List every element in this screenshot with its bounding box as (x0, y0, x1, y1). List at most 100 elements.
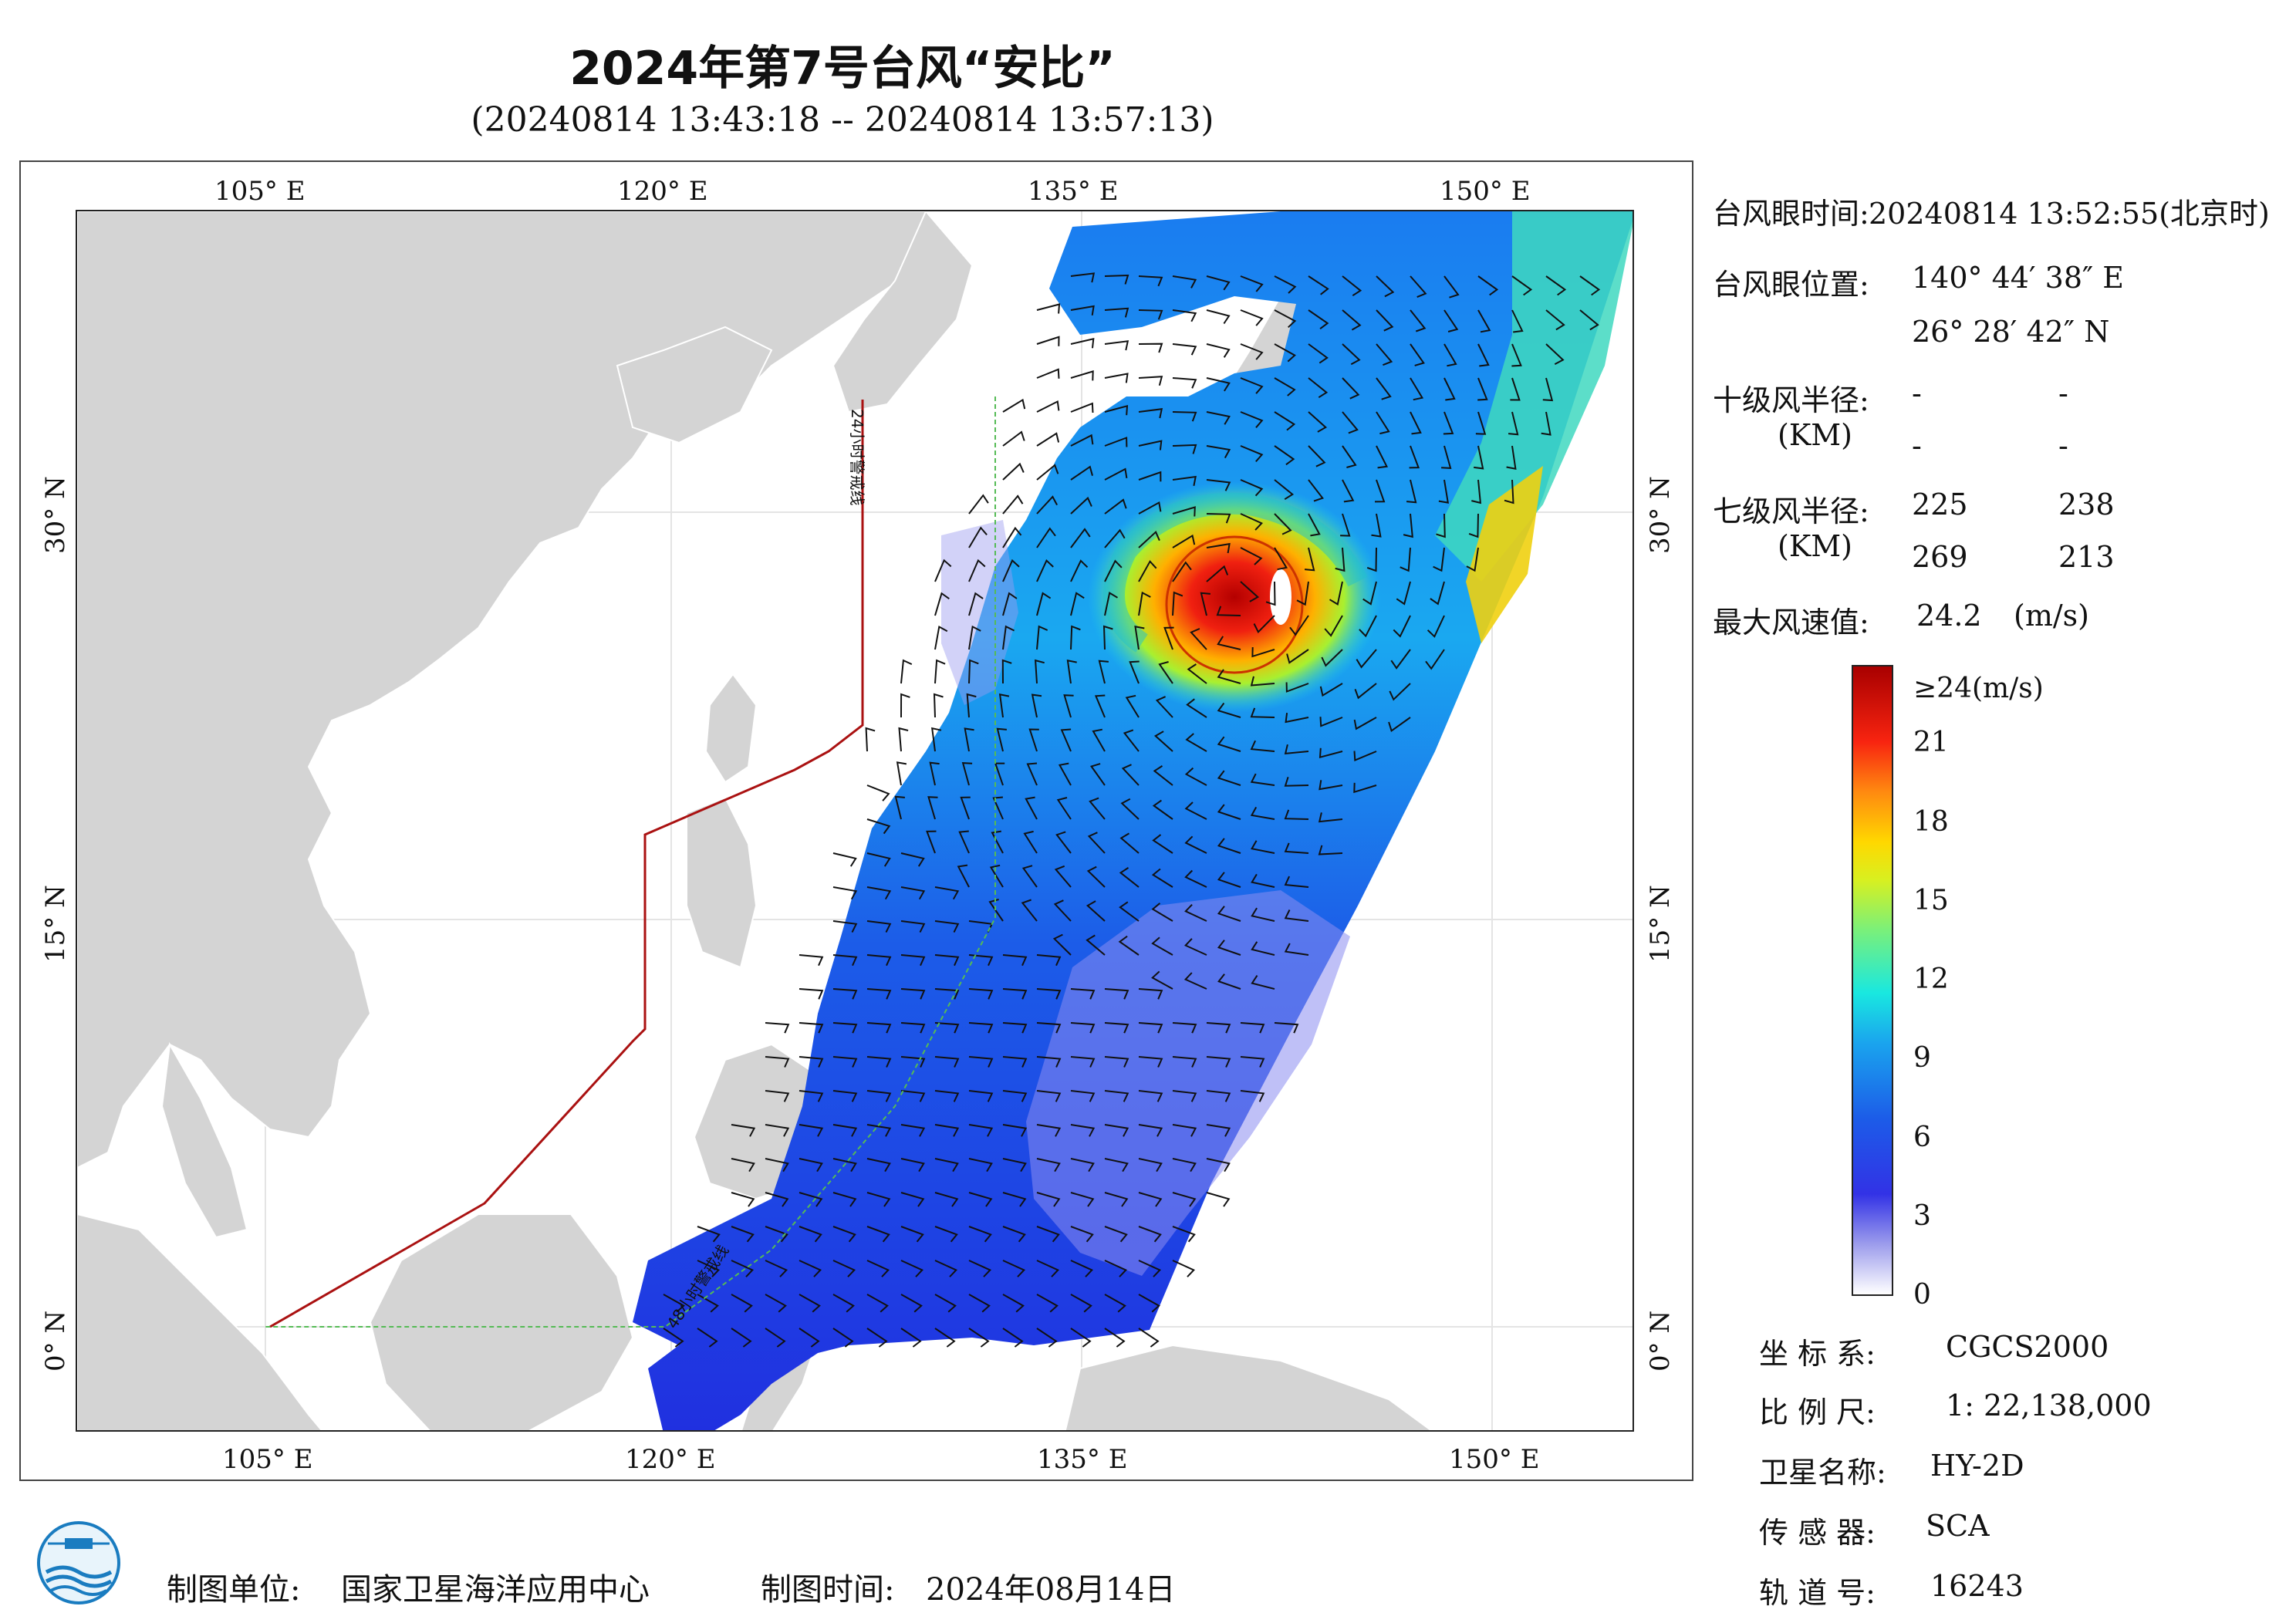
wind-barb (992, 796, 1004, 820)
eye-longitude: 140° 44′ 38″ E (1912, 261, 2125, 295)
wind-barb (968, 558, 986, 582)
wind-barb (1002, 1294, 1025, 1313)
wind-barb (731, 1260, 754, 1277)
land-borneo (369, 1213, 634, 1430)
wind-barb (1058, 762, 1072, 786)
wind-barb (1070, 1226, 1094, 1243)
wind-barb (968, 1294, 991, 1313)
wind-barb (1274, 1022, 1299, 1034)
wind-barb (1376, 275, 1395, 298)
wind-barb (1206, 1192, 1231, 1207)
satellite-label: 卫星名称: (1759, 1456, 1886, 1490)
wind-barb (1274, 275, 1297, 294)
wind-barb (1308, 275, 1329, 295)
wind-barb (1070, 402, 1094, 413)
wind-barb (1172, 1226, 1196, 1243)
wind-barb (1002, 1090, 1028, 1102)
wind-barb (1028, 728, 1039, 752)
land-malay-peninsula (160, 1041, 248, 1239)
producer-value: 国家卫星海洋应用中心 (341, 1572, 650, 1608)
wind-barb (1118, 935, 1140, 956)
wind-barb (1104, 467, 1128, 481)
wind-barb (900, 1328, 922, 1348)
wind-barb (1138, 591, 1151, 616)
wind-barb (1477, 275, 1499, 296)
wind-barb (900, 852, 925, 867)
lon-label-bottom-120: 120° E (625, 1444, 716, 1475)
wind-barb (1371, 513, 1382, 538)
wind-speed-colorbar (1852, 665, 1893, 1296)
wind-barb (1477, 377, 1488, 401)
wind-barb (832, 1158, 857, 1173)
wind-barb (765, 1328, 786, 1348)
r7-value-ne: 225 (1912, 488, 1968, 521)
wind-barb (1217, 636, 1241, 650)
wind-barb (1206, 275, 1231, 291)
wind-barb (1376, 445, 1389, 469)
wind-barb (1089, 763, 1106, 786)
wind-barb (765, 1260, 788, 1277)
wind-barb (1319, 717, 1343, 727)
wind-barb (1190, 628, 1207, 650)
colorbar-tick-9: 9 (1913, 1042, 1931, 1075)
wind-barb (1172, 1022, 1197, 1034)
producer-label: 制图单位: (167, 1572, 301, 1608)
wind-barb (832, 988, 858, 1000)
wind-barb (1425, 649, 1445, 670)
wind-barb (1070, 1124, 1096, 1137)
wind-barb (1138, 1124, 1163, 1137)
wind-barb (1070, 1056, 1096, 1068)
wind-barb (731, 1124, 756, 1137)
wind-barb (1274, 445, 1295, 466)
wind-barb (1001, 659, 1012, 684)
wind-barb (1240, 513, 1263, 531)
wind-barb (1389, 683, 1411, 701)
wind-barb (731, 1226, 755, 1243)
wind-barb (934, 1192, 959, 1207)
wind-barb (968, 526, 988, 548)
wind-barb (1253, 615, 1275, 633)
land-korea (832, 211, 974, 413)
wind-barb (1511, 309, 1524, 333)
wind-field-map[interactable]: 24小时警戒线 48小时警戒线 (76, 210, 1634, 1432)
wind-barb (964, 727, 974, 752)
wind-barb (934, 1158, 959, 1173)
wind-barb (1285, 712, 1309, 724)
wind-barb (934, 558, 952, 582)
wind-barb (1511, 275, 1533, 296)
wind-barb (799, 1022, 824, 1034)
wind-barb (1036, 1090, 1062, 1102)
wind-barb (1206, 479, 1231, 491)
wind-barb (900, 1294, 923, 1313)
wind-barb (1436, 513, 1446, 538)
lat-label-right-0: 0° N (1645, 1310, 1676, 1372)
wind-barb (1216, 606, 1241, 616)
wind-barb (1251, 907, 1275, 922)
date-value: 2024年08月14日 (926, 1572, 1176, 1608)
wind-barb (1183, 972, 1207, 990)
wind-barb (1477, 309, 1491, 333)
wind-barb (1409, 445, 1420, 469)
wind-barb (968, 1328, 990, 1348)
wind-barb (1284, 876, 1309, 888)
wind-barb (1251, 975, 1275, 990)
wind-barb (799, 1158, 823, 1173)
colorbar-tick-18: 18 (1913, 805, 1949, 838)
wind-barb (1508, 411, 1519, 436)
wind-barb (866, 1192, 891, 1207)
wind-barb (765, 1022, 790, 1034)
wind-barb (1284, 744, 1309, 755)
wind-barb (1129, 660, 1140, 684)
land-sumatra (77, 1213, 322, 1430)
wind-barb (1206, 1056, 1231, 1068)
wind-barb (1060, 728, 1072, 752)
wind-barb (832, 886, 858, 900)
wind-barb (1104, 373, 1129, 383)
wind-barb (1184, 767, 1207, 786)
wind-barb (968, 1022, 994, 1034)
wind-barb (1305, 547, 1315, 572)
warning-line-24h-label: 24小时警戒线 (848, 409, 866, 505)
wind-barb (1185, 733, 1207, 752)
wind-barb (1002, 988, 1028, 1000)
wind-barb (1240, 547, 1263, 565)
